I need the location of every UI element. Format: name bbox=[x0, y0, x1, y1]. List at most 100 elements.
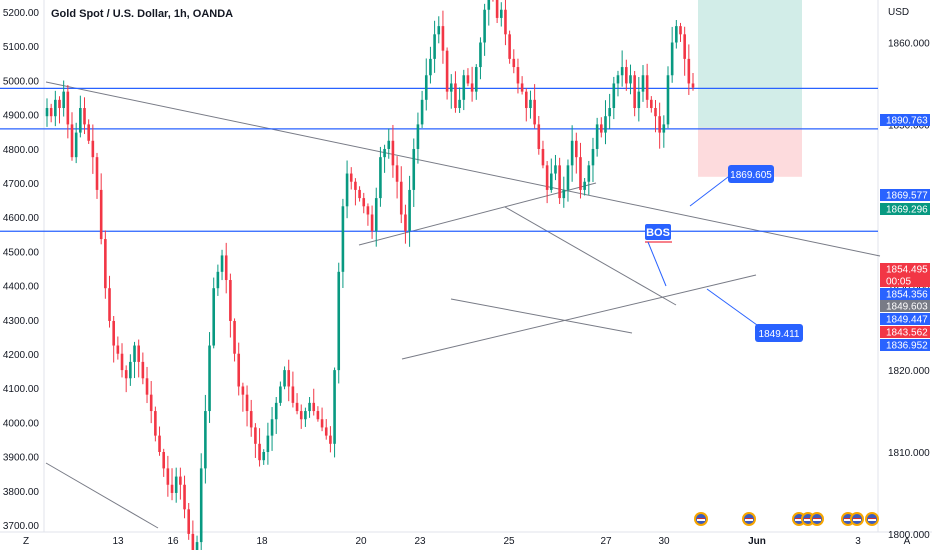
currency-label: USD bbox=[888, 7, 909, 18]
us-flag-icon[interactable] bbox=[850, 512, 864, 526]
candle-body bbox=[412, 148, 416, 190]
candle-body bbox=[162, 452, 165, 469]
price-label-bg bbox=[880, 288, 930, 300]
us-flag-icon[interactable] bbox=[694, 512, 708, 526]
candle-body bbox=[279, 386, 282, 403]
timezone-button[interactable]: Z bbox=[23, 536, 29, 547]
candle-body bbox=[658, 116, 661, 133]
time-axis-tick: Jun bbox=[748, 536, 766, 547]
candle-body bbox=[625, 67, 628, 84]
price-label-bg bbox=[880, 313, 930, 325]
candle-body bbox=[579, 157, 582, 190]
left-axis-tick: 4300.00 bbox=[3, 316, 40, 327]
candle-body bbox=[341, 206, 345, 272]
candle-body bbox=[158, 435, 161, 452]
candle-body bbox=[662, 124, 666, 133]
trend-line-descending[interactable] bbox=[45, 81, 881, 257]
long-position-tool[interactable] bbox=[698, 0, 802, 177]
candle-body bbox=[49, 108, 53, 117]
left-price-axis[interactable]: 5200.00 5100.00 5000.00 4900.00 4800.00 4700.… bbox=[3, 8, 40, 532]
us-flag-icon[interactable] bbox=[865, 512, 879, 526]
flag-line-upper[interactable] bbox=[504, 206, 677, 306]
candle-body bbox=[291, 386, 295, 403]
candle-body bbox=[349, 173, 353, 182]
candle-body bbox=[45, 108, 49, 117]
candle-body bbox=[195, 542, 199, 550]
candle-body bbox=[237, 353, 241, 387]
auto-scale-button[interactable]: A bbox=[904, 536, 911, 547]
candle-body bbox=[358, 189, 361, 199]
trend-lines[interactable] bbox=[45, 81, 881, 529]
candle-body bbox=[620, 67, 624, 76]
candle-body bbox=[558, 165, 561, 199]
price-label-bg bbox=[880, 300, 930, 312]
candle-body bbox=[120, 353, 124, 371]
candle-body bbox=[324, 427, 328, 436]
candle-body bbox=[262, 452, 266, 461]
us-flag-icon[interactable] bbox=[742, 512, 756, 526]
channel-line-upper[interactable] bbox=[358, 182, 597, 246]
right-axis-tick: 1820.000 bbox=[888, 366, 930, 377]
candle-body bbox=[99, 189, 103, 240]
bos-annotation[interactable]: BOS bbox=[645, 224, 672, 287]
candle-body bbox=[416, 124, 420, 149]
candle-body bbox=[316, 411, 320, 420]
left-axis-tick: 4600.00 bbox=[3, 213, 40, 224]
candle-body bbox=[187, 509, 191, 534]
callout-target[interactable]: 1869.605 bbox=[689, 165, 774, 207]
candle-body bbox=[499, 9, 503, 18]
candle-body bbox=[533, 99, 536, 125]
channel-line-lower[interactable] bbox=[450, 298, 633, 334]
left-axis-tick: 4700.00 bbox=[3, 179, 40, 190]
price-label: 00:05 bbox=[886, 277, 911, 288]
price-label: 1836.952 bbox=[886, 341, 928, 352]
candle-body bbox=[595, 124, 599, 149]
candle-body bbox=[604, 116, 607, 133]
price-label-bg bbox=[880, 263, 930, 275]
horizontal-levels[interactable] bbox=[0, 0, 878, 232]
candle-body bbox=[329, 435, 332, 444]
candle-body bbox=[383, 148, 386, 158]
time-axis-tick: 13 bbox=[112, 536, 124, 547]
candle-body bbox=[587, 165, 591, 182]
candle-body bbox=[466, 75, 470, 84]
candle-body bbox=[529, 99, 532, 109]
candle-body bbox=[449, 83, 453, 92]
candle-body bbox=[95, 157, 99, 190]
callout-target-bg bbox=[728, 165, 774, 183]
us-flag-icon[interactable] bbox=[810, 512, 824, 526]
take-profit-zone[interactable] bbox=[698, 0, 802, 128]
callout-entry[interactable]: 1849.411 bbox=[706, 288, 803, 342]
left-axis-tick: 3900.00 bbox=[3, 453, 40, 464]
candle-body bbox=[345, 173, 349, 207]
candle-body bbox=[258, 443, 261, 461]
candle-body bbox=[370, 214, 374, 231]
candle-body bbox=[208, 345, 211, 412]
time-axis[interactable]: 13 16 18 20 23 25 27 30 Jun 3 bbox=[112, 536, 861, 547]
price-label: 1869.577 bbox=[886, 191, 928, 202]
candle-body bbox=[483, 9, 486, 43]
price-label: 1854.356 bbox=[886, 290, 928, 301]
callout-entry-bg bbox=[755, 324, 803, 342]
candle-body bbox=[137, 345, 140, 362]
bos-label: BOS bbox=[646, 227, 670, 239]
candle-body bbox=[233, 320, 236, 354]
candle-body bbox=[74, 132, 78, 158]
wedge-support-line[interactable] bbox=[401, 274, 757, 360]
candle-body bbox=[441, 26, 445, 51]
candle-body bbox=[179, 476, 182, 485]
candle-body bbox=[283, 370, 286, 387]
candle-body bbox=[537, 124, 541, 149]
right-axis-tick: 1810.000 bbox=[888, 448, 930, 459]
candle-body bbox=[437, 26, 441, 35]
callout-target-pointer bbox=[689, 173, 733, 207]
candle-body bbox=[408, 189, 411, 231]
time-axis-tick: 23 bbox=[414, 536, 426, 547]
candle-body bbox=[591, 148, 595, 166]
candle-body bbox=[583, 181, 586, 190]
trend-line-lower-left[interactable] bbox=[45, 462, 159, 529]
economic-events[interactable] bbox=[694, 512, 879, 526]
candle-body bbox=[104, 239, 107, 289]
